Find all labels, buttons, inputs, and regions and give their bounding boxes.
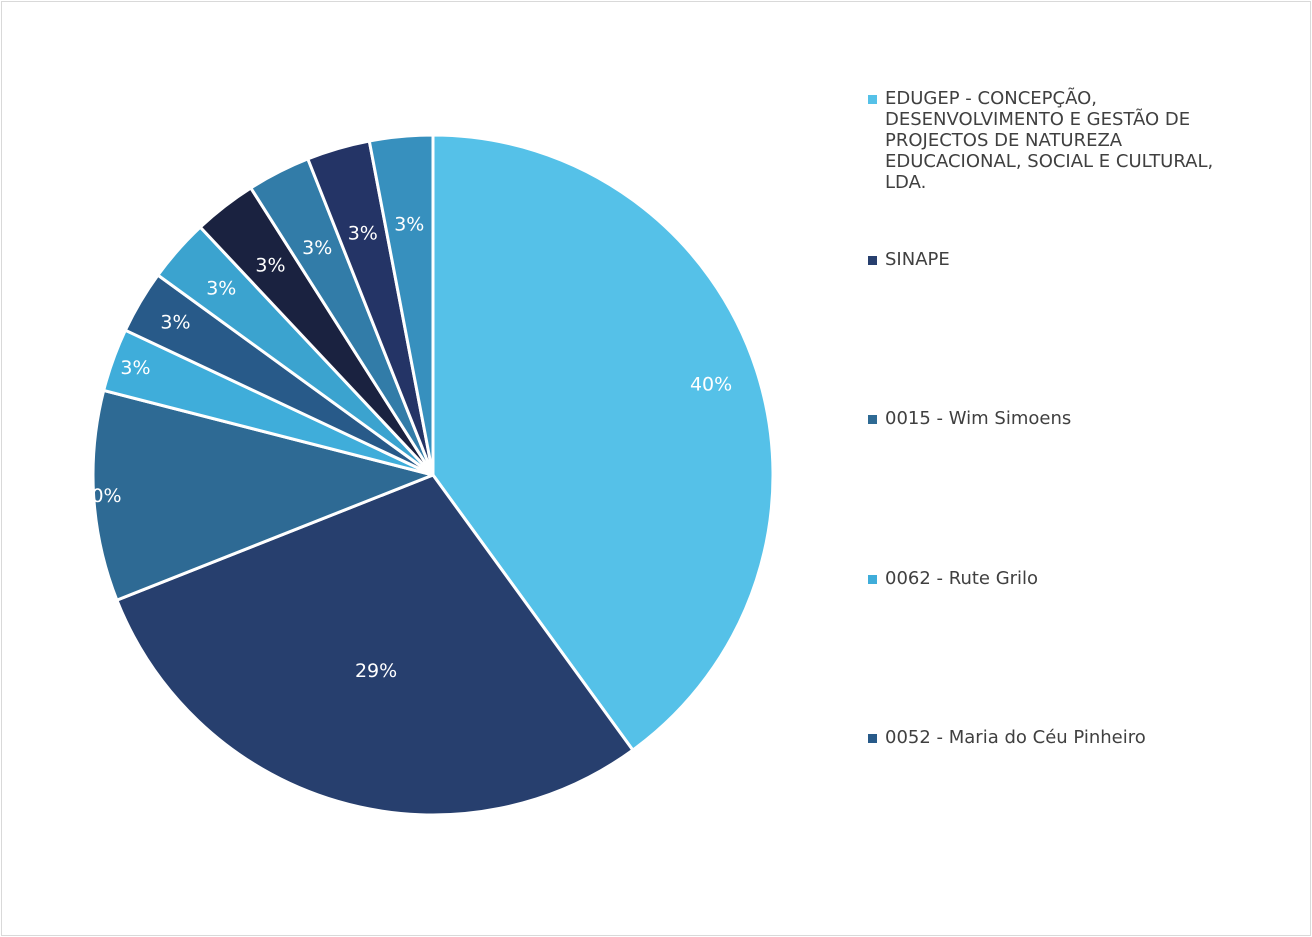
- data-label-6: 3%: [206, 277, 236, 299]
- pie-slice-2: [115, 473, 635, 817]
- legend-swatch: [868, 575, 877, 584]
- pie-data-labels: 40% 29% 10% 3% 3% 3% 3% 3% 3% 3%: [79, 214, 732, 682]
- legend-swatch: [868, 95, 877, 104]
- pie-slice-1: [431, 133, 775, 752]
- data-label-4: 3%: [120, 357, 150, 379]
- legend-item-rute-grilo: 0062 - Rute Grilo: [868, 568, 1308, 589]
- legend-item-wim-simoens: 0015 - Wim Simoens: [868, 408, 1308, 429]
- legend-swatch: [868, 415, 877, 424]
- legend-label: 0052 - Maria do Céu Pinheiro: [885, 727, 1146, 748]
- legend-swatch: [868, 734, 877, 743]
- legend-swatch: [868, 256, 877, 265]
- data-label-5: 3%: [160, 312, 190, 334]
- data-label-8: 3%: [302, 237, 332, 259]
- legend-label: 0015 - Wim Simoens: [885, 408, 1072, 429]
- legend-label: 0062 - Rute Grilo: [885, 568, 1039, 589]
- data-label-2: 29%: [355, 660, 397, 682]
- pie-slice-10: [367, 133, 435, 477]
- legend-label: SINAPE: [885, 249, 950, 270]
- pie-slices: [91, 133, 775, 817]
- pie-slice-3: [91, 388, 435, 602]
- legend-item-edugep: EDUGEP - CONCEPÇÃO, DESENVOLVIMENTO E GE…: [868, 88, 1308, 193]
- data-label-1: 40%: [690, 374, 732, 396]
- data-label-10: 3%: [394, 214, 424, 236]
- legend-label: EDUGEP - CONCEPÇÃO, DESENVOLVIMENTO E GE…: [885, 88, 1214, 193]
- data-label-3: 10%: [79, 485, 121, 507]
- legend-item-sinape: SINAPE: [868, 249, 1308, 270]
- legend-item-maria-do-ceu-pinheiro: 0052 - Maria do Céu Pinheiro: [868, 727, 1308, 748]
- data-label-9: 3%: [348, 222, 378, 244]
- data-label-7: 3%: [255, 255, 285, 277]
